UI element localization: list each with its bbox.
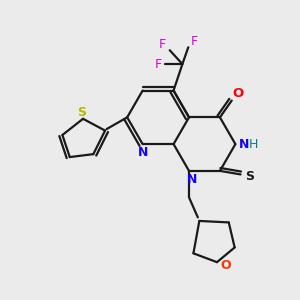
Text: O: O xyxy=(232,87,243,100)
Text: H: H xyxy=(249,138,258,151)
Text: N: N xyxy=(238,138,249,151)
Text: F: F xyxy=(159,38,166,51)
Text: S: S xyxy=(77,106,86,119)
Text: N: N xyxy=(188,172,198,186)
Text: S: S xyxy=(245,170,254,183)
Text: O: O xyxy=(220,259,231,272)
Text: F: F xyxy=(191,35,198,49)
Text: F: F xyxy=(155,58,162,70)
Text: N: N xyxy=(137,146,148,159)
